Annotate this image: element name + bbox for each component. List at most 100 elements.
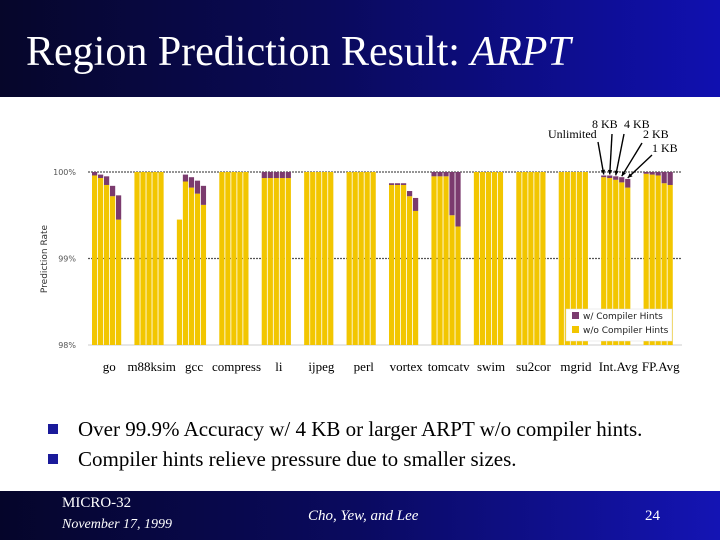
bar-without-hints xyxy=(625,187,631,345)
bar-with-hints xyxy=(92,172,98,176)
bar-with-hints xyxy=(607,175,613,179)
bar-without-hints xyxy=(413,210,419,345)
annotation-arrow xyxy=(627,154,653,179)
bar-without-hints xyxy=(395,184,401,345)
size-annotation-label: Unlimited xyxy=(548,127,597,141)
bar-without-hints xyxy=(516,172,522,345)
bar-without-hints xyxy=(152,172,158,345)
category-label: perl xyxy=(354,359,375,374)
bar-without-hints xyxy=(98,178,104,345)
bar-with-hints xyxy=(98,174,104,179)
title-italic: ARPT xyxy=(470,29,571,75)
title-main: Region Prediction Result: xyxy=(26,29,471,75)
bar-without-hints xyxy=(601,177,607,345)
bar-without-hints xyxy=(104,184,110,345)
legend-label: w/o Compiler Hints xyxy=(583,326,669,336)
size-annotation-label: 1 KB xyxy=(652,141,678,155)
bar-with-hints xyxy=(200,185,207,205)
bar-with-hints xyxy=(279,172,285,179)
bar-without-hints xyxy=(479,172,486,345)
annotation-arrow xyxy=(621,142,643,177)
bar-without-hints xyxy=(449,215,455,345)
bullet-item: Compiler hints relieve pressure due to s… xyxy=(48,444,642,474)
category-labels: go m88ksim gcc compress li ijpeg perl vortex tom… xyxy=(103,359,680,374)
bar-without-hints xyxy=(364,172,370,345)
bar-without-hints xyxy=(667,184,673,345)
bar-without-hints xyxy=(485,172,492,345)
arrow-head-icon xyxy=(614,170,619,176)
bar-with-hints xyxy=(455,172,461,227)
authors: Cho, Yew, and Lee xyxy=(308,508,419,524)
bar-with-hints xyxy=(649,172,655,175)
bar-with-hints xyxy=(407,191,413,197)
bar-without-hints xyxy=(243,172,249,345)
category-label: mgrid xyxy=(560,359,592,374)
bar-without-hints xyxy=(158,172,164,345)
legend: w/ Compiler Hints w/o Compiler Hints xyxy=(565,308,673,342)
bar-without-hints xyxy=(322,172,328,345)
arrow-head-icon xyxy=(621,171,626,177)
bar-without-hints xyxy=(194,193,201,345)
bullet-item: Over 99.9% Accuracy w/ 4 KB or larger AR… xyxy=(48,414,642,444)
bar-without-hints xyxy=(564,172,570,345)
bar-without-hints xyxy=(285,178,291,345)
bar-without-hints xyxy=(582,172,588,345)
annotation-arrow xyxy=(597,141,605,175)
legend-label: w/ Compiler Hints xyxy=(583,312,663,322)
bar-with-hints xyxy=(655,172,661,176)
category-label: compress xyxy=(212,359,261,374)
bar-without-hints xyxy=(279,178,285,345)
bar-with-hints xyxy=(667,172,673,185)
footer-bar: MICRO-32 November 17, 1999 Cho, Yew, and… xyxy=(0,491,720,540)
bar-without-hints xyxy=(534,172,540,345)
bar-with-hints xyxy=(431,172,437,177)
bar-without-hints xyxy=(455,226,461,345)
bar-without-hints xyxy=(110,196,116,345)
category-label: su2cor xyxy=(516,359,551,374)
bar-without-hints xyxy=(649,174,655,345)
size-annotation-label: 2 KB xyxy=(643,127,669,141)
page-number: 24 xyxy=(645,508,660,524)
bar-with-hints xyxy=(182,174,189,182)
bar-without-hints xyxy=(200,204,207,345)
bar-without-hints xyxy=(643,173,649,345)
bar-without-hints xyxy=(576,172,582,345)
bar-with-hints xyxy=(619,177,625,183)
bar-without-hints xyxy=(655,175,661,345)
bar-without-hints xyxy=(358,172,364,345)
bar-without-hints xyxy=(237,172,243,345)
bar-without-hints xyxy=(328,172,334,345)
bars xyxy=(92,172,673,345)
bar-without-hints xyxy=(188,187,195,345)
bar-with-hints xyxy=(267,172,273,179)
y-tick-label: 100% xyxy=(53,168,76,177)
annotation-arrow xyxy=(615,133,625,176)
bar-without-hints xyxy=(140,172,146,345)
legend-box xyxy=(565,308,673,342)
bar-with-hints xyxy=(443,172,449,177)
bullet-square-icon xyxy=(48,454,58,464)
arrow-head-icon xyxy=(600,169,606,175)
bar-without-hints xyxy=(182,181,189,345)
slide-title: Region Prediction Result: ARPT xyxy=(26,28,571,76)
category-label: m88ksim xyxy=(127,359,175,374)
bar-with-hints xyxy=(116,195,122,220)
bar-without-hints xyxy=(431,176,437,345)
bar-without-hints xyxy=(304,172,310,345)
arrow-head-icon xyxy=(627,173,633,178)
arrow-head-icon xyxy=(607,169,613,175)
bar-without-hints xyxy=(401,184,407,345)
bar-with-hints xyxy=(110,185,116,197)
bar-without-hints xyxy=(443,176,449,345)
bullet-list: Over 99.9% Accuracy w/ 4 KB or larger AR… xyxy=(48,414,642,474)
bar-without-hints xyxy=(219,172,225,345)
bar-with-hints xyxy=(613,176,619,180)
bar-with-hints xyxy=(625,178,631,188)
bar-without-hints xyxy=(528,172,534,345)
bar-without-hints xyxy=(473,172,480,345)
bar-with-hints xyxy=(194,180,201,194)
prediction-rate-chart: 98% 99% 100% Prediction Rate go m88ksim gcc co… xyxy=(40,117,682,374)
bar-without-hints xyxy=(522,172,528,345)
bullet-text: Over 99.9% Accuracy w/ 4 KB or larger AR… xyxy=(78,417,643,441)
